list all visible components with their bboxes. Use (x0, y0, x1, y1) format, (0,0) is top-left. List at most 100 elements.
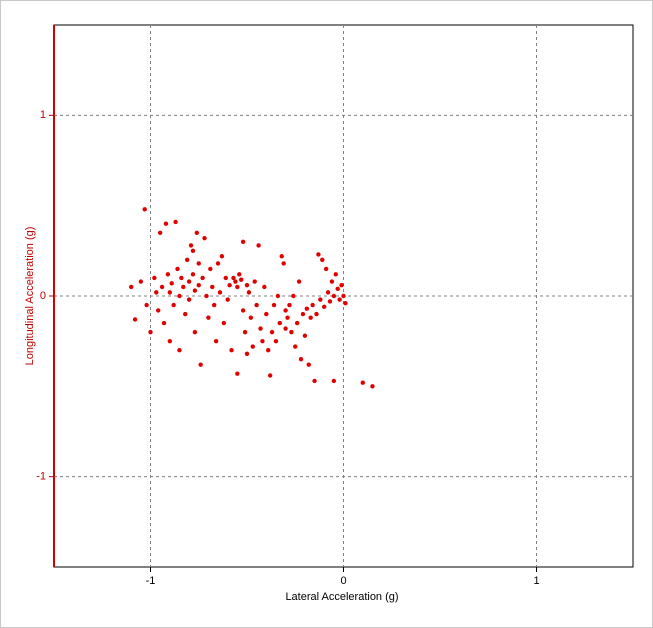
point (159, 284, 165, 290)
point (327, 299, 333, 304)
point (177, 348, 182, 353)
point (287, 302, 292, 308)
point (252, 279, 257, 284)
point (202, 235, 207, 241)
point (296, 279, 302, 284)
point (188, 243, 194, 248)
point (157, 230, 163, 235)
point (269, 329, 275, 335)
point (240, 239, 246, 244)
point (266, 348, 271, 353)
point (192, 288, 198, 293)
point (339, 282, 344, 288)
point (132, 317, 138, 322)
point (223, 275, 228, 281)
point (239, 277, 244, 282)
point (312, 378, 317, 384)
point (333, 272, 338, 277)
point (186, 279, 192, 284)
point (250, 344, 255, 349)
point (200, 275, 205, 281)
point (285, 315, 290, 320)
point (302, 333, 308, 338)
point (318, 297, 323, 302)
point (294, 320, 300, 326)
point (283, 308, 288, 313)
point (233, 279, 238, 284)
point (165, 272, 171, 277)
point (144, 302, 149, 308)
point (337, 297, 342, 302)
point (310, 302, 315, 308)
point (300, 311, 306, 317)
point (208, 266, 213, 272)
point (183, 311, 188, 317)
point (308, 315, 313, 320)
point (360, 380, 365, 385)
point (316, 252, 321, 257)
point (215, 261, 221, 266)
point (240, 308, 246, 313)
point (244, 282, 250, 288)
point (325, 290, 331, 295)
point (129, 284, 134, 290)
point (341, 293, 346, 299)
point (196, 261, 201, 266)
point (264, 311, 269, 317)
point (179, 275, 184, 281)
point (258, 326, 263, 331)
point (210, 284, 215, 290)
point (186, 297, 192, 302)
point (167, 338, 172, 344)
point (175, 266, 180, 272)
y-tick-label: 1 (40, 109, 46, 121)
point (279, 254, 284, 259)
point (262, 284, 267, 290)
point (171, 302, 176, 308)
point (370, 384, 375, 389)
x-tick-label: -1 (146, 575, 156, 587)
point (267, 373, 273, 378)
point (213, 338, 219, 344)
point (138, 279, 144, 284)
point (235, 284, 240, 290)
point (190, 272, 196, 277)
point (152, 275, 157, 281)
point (314, 311, 319, 317)
point (275, 293, 281, 299)
point (227, 282, 232, 288)
y-tick-label: 0 (40, 290, 46, 302)
point (277, 320, 283, 326)
point (173, 219, 178, 225)
point (163, 221, 169, 226)
point (260, 338, 265, 344)
point (184, 257, 190, 263)
y-tick-label: -1 (36, 471, 46, 483)
point (237, 272, 242, 277)
point (306, 362, 311, 367)
point (242, 329, 248, 335)
point (192, 329, 198, 335)
point (219, 254, 225, 259)
point (331, 293, 337, 299)
point (148, 329, 153, 335)
point (154, 290, 159, 295)
point (190, 248, 196, 254)
point (248, 315, 254, 320)
point (293, 344, 298, 349)
point (217, 290, 223, 295)
point (256, 243, 261, 248)
point (335, 286, 340, 291)
point (211, 302, 217, 308)
point (181, 284, 186, 290)
point (304, 306, 310, 311)
point (196, 282, 201, 288)
point (323, 266, 329, 272)
x-tick-label: 1 (533, 575, 539, 587)
point (343, 301, 348, 306)
point (283, 326, 288, 331)
point (229, 348, 234, 353)
x-axis-label: Lateral Acceleration (g) (285, 591, 398, 603)
point (177, 293, 182, 299)
